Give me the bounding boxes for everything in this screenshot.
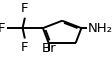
Text: F: F xyxy=(21,2,28,15)
Text: F: F xyxy=(21,41,28,54)
Text: Br: Br xyxy=(41,42,55,55)
Text: NH₂: NH₂ xyxy=(87,22,111,35)
Text: F: F xyxy=(0,22,6,35)
